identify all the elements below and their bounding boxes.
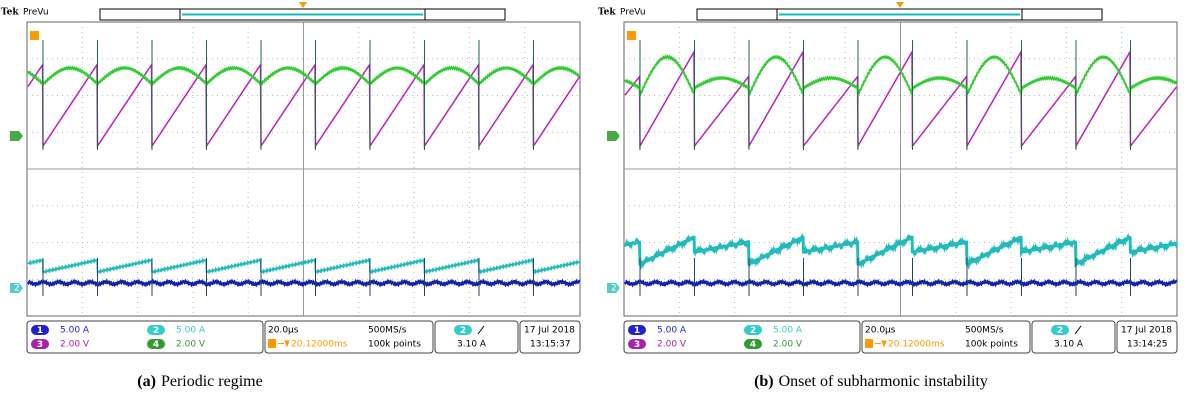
ch1-number: 1 [37,326,43,336]
ch2-marker-label: 2 [611,284,617,294]
scope-panel: Tek PreVu 2 1 5.00 A 2 5.00 A 3 2.00 V 4 2.00 V 20.… [1,2,580,390]
trig-marker [30,31,39,40]
caption: (a) Periodic regime [137,373,262,390]
caption-text: Onset of subharmonic instability [779,373,988,390]
ch3-scale: 2.00 V [657,340,687,350]
caption-label: (b) [754,373,774,390]
record-length: 100k points [965,340,1018,350]
brand: Tek [1,8,19,18]
caption: (b) Onset of subharmonic instability [754,373,988,390]
brand: Tek [598,8,616,18]
mode: PreVu [620,8,646,18]
ch2-marker-label: 2 [14,284,20,294]
ch2-number: 2 [750,326,756,336]
caption-text: Periodic regime [161,373,263,390]
delay: 20.12000ms [888,340,945,350]
scope-panel: Tek PreVu 2 1 5.00 A 2 5.00 A 3 2.00 V 4 2.00 V 20.… [598,2,1177,390]
ch3-scale: 2.00 V [60,340,90,350]
caption-label: (a) [137,373,156,390]
date: 17 Jul 2018 [1121,326,1172,336]
figure: Tek PreVu 2 1 5.00 A 2 5.00 A 3 2.00 V 4 2.00 V 20.… [0,0,1187,405]
ch4-scale: 2.00 V [176,340,206,350]
trigger-level: 3.10 A [1054,340,1084,350]
trigger-pos [299,2,307,8]
ch1-number: 1 [634,326,640,336]
timebase: 20.0µs [268,326,299,336]
trigger-pos [896,2,904,8]
ch3-number: 3 [37,340,43,350]
ch2-scale: 5.00 A [176,326,206,336]
ch-marker [10,131,23,141]
delay-icon [865,339,873,348]
trigger-number: 2 [1057,326,1063,336]
ch4-number: 4 [750,340,756,350]
time: 13:14:25 [1127,340,1167,350]
mode: PreVu [23,8,49,18]
ch4-scale: 2.00 V [773,340,803,350]
trig-marker [627,31,636,40]
ch1-scale: 5.00 A [60,326,90,336]
ch2-number: 2 [153,326,159,336]
ch4-number: 4 [153,340,159,350]
delay-icon [268,339,276,348]
sample-rate: 500MS/s [965,326,1004,336]
delay: 20.12000ms [291,340,348,350]
ch-marker [607,131,620,141]
ch2-scale: 5.00 A [773,326,803,336]
record-length: 100k points [368,340,421,350]
timebase: 20.0µs [865,326,896,336]
ch1-scale: 5.00 A [657,326,687,336]
ch3-number: 3 [634,340,640,350]
sample-rate: 500MS/s [368,326,407,336]
trigger-level: 3.10 A [457,340,487,350]
trigger-number: 2 [460,326,466,336]
date: 17 Jul 2018 [524,326,575,336]
time: 13:15:37 [530,340,570,350]
